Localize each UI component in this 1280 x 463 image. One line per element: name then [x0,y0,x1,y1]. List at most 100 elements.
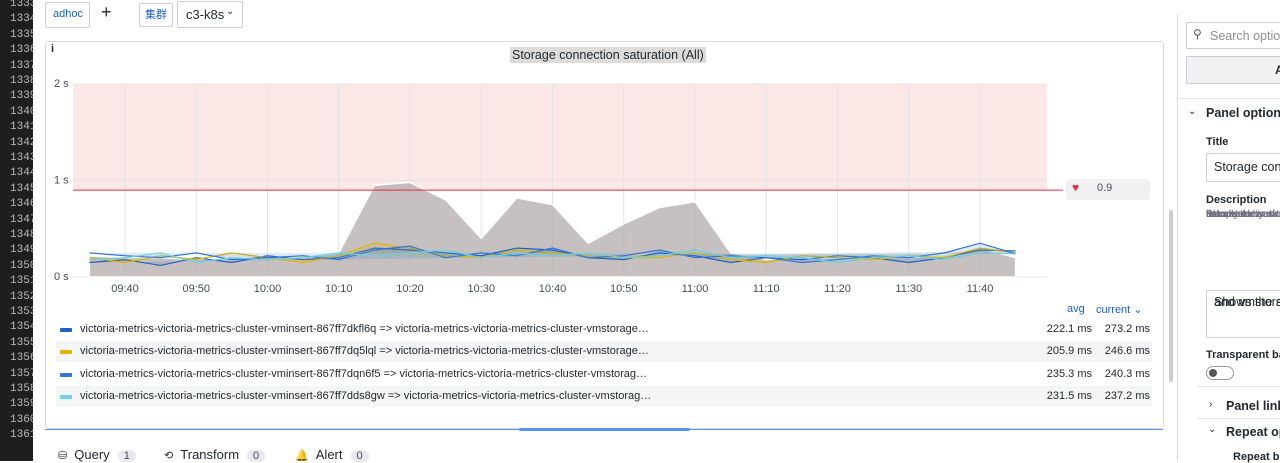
toggle[interactable] [1206,366,1234,380]
variable-dropdown[interactable]: c3-k8s ⌄ [177,1,243,28]
legend-current: 240.3 ms [1104,367,1150,380]
field-label: Title [1206,136,1229,148]
x-tick-label: 11:10 [753,283,780,295]
x-tick-label: 11:00 [682,283,709,295]
y-tick-label: 0 s [54,271,69,283]
legend-column-header[interactable]: avg [1067,303,1085,315]
line-number: 1335 [10,28,33,41]
x-tick-label: 11:40 [967,283,994,295]
help-line: usually means t [1206,208,1279,220]
add-button[interactable]: + [101,2,112,22]
line-number: 1336 [10,44,33,57]
datasource-button[interactable]: adhoc [45,2,90,28]
help-line: links. [1206,208,1230,220]
line-number: 1350 [10,259,33,272]
tab-count: 0 [247,450,266,462]
legend-row[interactable]: victoria-metrics-victoria-metrics-cluste… [56,385,1152,407]
legend-current: 273.2 ms [1104,323,1150,335]
x-tick-label: 10:50 [610,283,638,295]
line-number: 1337 [10,59,33,72]
legend-swatch [60,372,72,377]
threshold-region [73,84,1047,191]
line-number: 1345 [10,182,33,195]
datasource-label: adhoc [53,8,83,20]
divider [1198,418,1280,419]
description-input[interactable]: Shows the saand vmstora [1206,290,1280,338]
all-button[interactable]: A [1186,56,1280,84]
info-icon[interactable]: i [51,43,55,55]
line-number: 1358 [10,383,33,395]
line-number: 1344 [10,167,33,180]
variable-value: c3-k8s [186,7,225,22]
line-number: 1339 [10,90,33,103]
toggle-knob [1209,369,1217,377]
chevron: ⌄ [226,6,235,17]
x-tick-label: 11:30 [895,283,922,295]
section-header[interactable]: Panel link [1226,399,1280,413]
tab[interactable]: ⟲ Transform 0 [164,447,266,462]
help-line: the cluster in or [1206,208,1278,220]
tab-count: 1 [117,450,136,462]
legend-current: 246.6 ms [1104,345,1150,358]
x-tick-label: 09:50 [182,283,210,295]
y-tick-label: 1 s [54,174,69,186]
splitter-handle[interactable] [519,428,690,431]
tab-icon: ⛁ [58,450,71,462]
threshold-label: 0.9 [1097,182,1112,194]
line-number: 1347 [10,213,33,226]
series-line [89,249,1016,264]
title-input[interactable]: Storage con [1206,153,1280,182]
tab[interactable]: ⛁ Query 1 [58,447,136,462]
description-line: Shows the sa [1214,295,1280,309]
divider [1198,386,1280,387]
legend-row[interactable]: victoria-metrics-victoria-metrics-cluste… [56,341,1152,363]
line-number: 1353 [10,306,33,318]
tab-count: 0 [350,450,369,462]
line-number: 1333 [10,0,33,10]
x-tick-label: 10:10 [325,283,353,295]
options-sidebar: Search option ⚲ A ⌄ Panel options Title S… [1177,14,1280,463]
panel-title: Storage connection saturation (All) [510,47,706,63]
line-number: 1334 [10,13,33,26]
scrollbar[interactable] [1169,210,1173,382]
search-box[interactable]: Search option ⚲ [1186,22,1280,49]
line-number: 1346 [10,198,33,211]
x-tick-label: 09:40 [111,283,139,295]
legend-swatch [60,328,72,332]
tab[interactable]: 🔔 Alert 0 [295,447,369,462]
field-label: Transparent bac [1206,349,1280,361]
legend-row[interactable]: victoria-metrics-victoria-metrics-cluste… [56,319,1152,340]
tab-label: Transform [180,447,240,462]
legend-column-header[interactable]: current ⌄ [1096,304,1143,316]
section-header[interactable]: Repeat op [1226,425,1280,439]
series-line [89,242,1016,264]
x-tick-label: 10:30 [468,283,496,295]
section-header[interactable]: Panel options [1206,106,1280,120]
line-number: 1348 [10,229,33,241]
line-number: 1359 [10,398,33,411]
tab-label: Alert [315,447,343,462]
line-number: 1356 [10,352,33,365]
line-number: 1354 [10,321,33,334]
legend-swatch [60,350,72,355]
line-number: 1349 [10,244,33,257]
help-line: components. If [1206,208,1275,220]
help-line: saturated by mo [1206,208,1280,220]
threshold-icon: ♥ [1072,180,1079,194]
divider [1178,98,1280,99]
search-icon: ⚲ [1193,27,1202,41]
variable-label: 集群 [139,3,173,27]
legend-swatch [60,394,72,399]
legend-name: victoria-metrics-victoria-metrics-cluste… [80,367,648,380]
legend-row[interactable]: victoria-metrics-victoria-metrics-cluste… [56,364,1152,385]
line-number: 1340 [10,105,33,118]
legend-avg: 222.1 ms [1046,323,1092,335]
line-number: 1338 [10,75,33,87]
description-line: and vmstora [1214,295,1280,309]
all-label: A [1275,63,1280,77]
line-number: 1342 [10,136,33,149]
chevron: › [1209,399,1213,410]
